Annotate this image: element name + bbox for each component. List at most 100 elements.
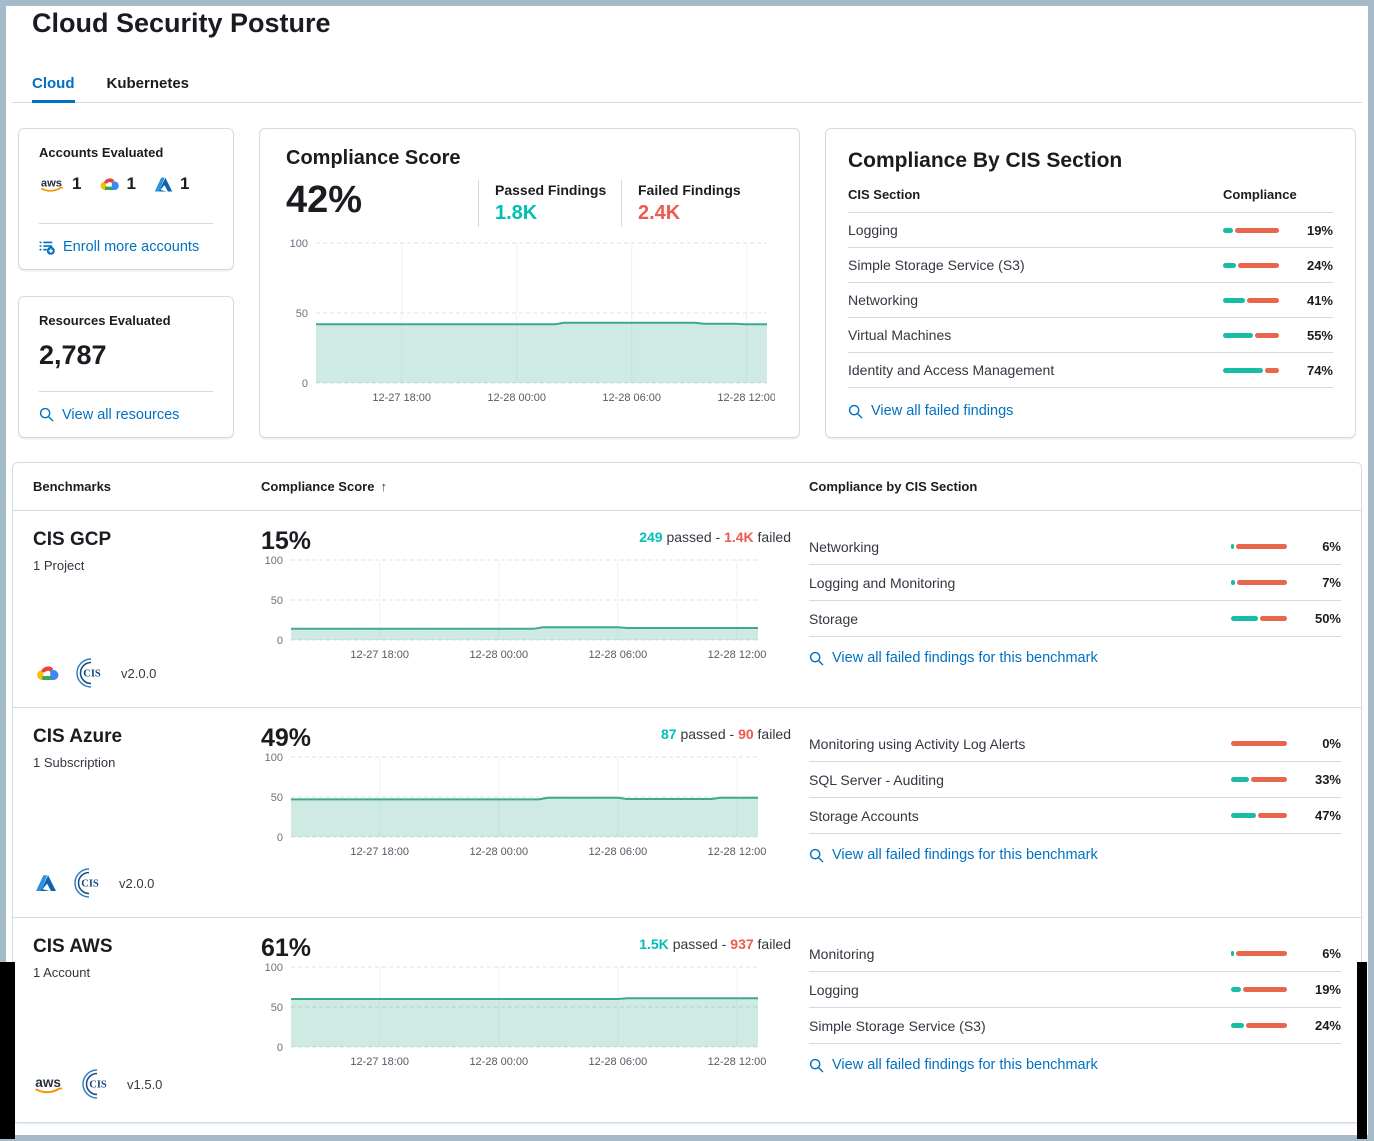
section-pct: 19%	[1297, 982, 1341, 997]
failed-findings-label: Failed Findings	[638, 182, 773, 198]
section-pct: 7%	[1297, 575, 1341, 590]
benchmark-passed-failed: 249 passed - 1.4K failed	[639, 529, 791, 545]
benchmark-row-cis-gcp: CIS GCP 1 Project CIS v2.0.0 15% 249 pas…	[13, 511, 1361, 708]
section-label: Simple Storage Service (S3)	[809, 1018, 1231, 1034]
benchmark-row-cis-aws: CIS AWS 1 Account aws CIS v1.5.0 61% 1.5…	[13, 918, 1361, 1118]
gcp-count: 1	[126, 174, 135, 194]
aws-count: 1	[72, 174, 81, 194]
benchmark-trend-chart: 05010012-27 18:0012-28 00:0012-28 06:001…	[261, 751, 766, 863]
svg-text:CIS: CIS	[89, 1080, 107, 1091]
benchmark-trend-chart: 05010012-27 18:0012-28 00:0012-28 06:001…	[261, 961, 766, 1073]
benchmark-sections-cell: Monitoring using Activity Log Alerts 0% …	[809, 726, 1341, 903]
accounts-card-footer: Enroll more accounts	[39, 223, 213, 269]
svg-text:aws: aws	[35, 1074, 61, 1089]
benchmark-passed-failed: 1.5K passed - 937 failed	[639, 936, 791, 952]
aws-account-count: aws 1	[39, 174, 81, 194]
svg-text:12-28 12:00: 12-28 12:00	[708, 649, 766, 661]
summary-left-column: Accounts Evaluated aws 1 1 1	[18, 128, 234, 438]
provider-counts: aws 1 1 1	[39, 174, 213, 194]
benchmark-link-label: View all failed findings for this benchm…	[832, 847, 1098, 863]
benchmark-logos: aws CIS v1.5.0	[33, 1068, 243, 1104]
view-failed-findings-benchmark-link[interactable]: View all failed findings for this benchm…	[809, 847, 1341, 863]
benchmark-version: v2.0.0	[119, 876, 154, 891]
benchmarks-table: Benchmarks Compliance Score↑ Compliance …	[12, 462, 1362, 1123]
passed-findings-label: Passed Findings	[495, 182, 621, 198]
section-label: SQL Server - Auditing	[809, 772, 1231, 788]
section-label: Monitoring	[809, 946, 1231, 962]
view-failed-findings-benchmark-link[interactable]: View all failed findings for this benchm…	[809, 1057, 1341, 1073]
svg-text:0: 0	[277, 832, 283, 844]
cis-row-label: Identity and Access Management	[848, 362, 1223, 378]
compliance-mini-bar	[1223, 228, 1279, 233]
cis-logo-icon: CIS	[81, 1068, 113, 1100]
app-window: Cloud Security Posture Cloud Kubernetes …	[0, 0, 1374, 1141]
cis-row-pct: 55%	[1289, 328, 1333, 343]
benchmark-info-cell: CIS Azure 1 Subscription CIS v2.0.0	[33, 726, 243, 903]
svg-text:12-28 06:00: 12-28 06:00	[589, 649, 648, 661]
search-icon	[809, 848, 824, 863]
section-pct: 47%	[1297, 808, 1341, 823]
benchmark-section-row: Networking 6%	[809, 529, 1341, 565]
enroll-link-label: Enroll more accounts	[63, 239, 199, 255]
benchmark-sections-cell: Monitoring 6% Logging 19% Simple Storage…	[809, 936, 1341, 1104]
resources-card-title: Resources Evaluated	[39, 313, 213, 328]
benchmark-scope: 1 Subscription	[33, 755, 243, 770]
tab-kubernetes[interactable]: Kubernetes	[107, 67, 190, 103]
compliance-mini-bar	[1223, 263, 1279, 268]
compliance-mini-bar	[1231, 813, 1287, 818]
enroll-accounts-icon	[39, 239, 55, 255]
section-label: Logging	[809, 982, 1231, 998]
svg-text:12-28 12:00: 12-28 12:00	[717, 392, 775, 404]
svg-text:50: 50	[271, 1002, 283, 1014]
benchmark-score-value: 61%	[261, 936, 311, 961]
cis-row-iam: Identity and Access Management 74%	[848, 353, 1333, 388]
azure-icon	[33, 872, 59, 894]
overall-score-value: 42%	[286, 180, 478, 227]
view-all-failed-findings-link[interactable]: View all failed findings	[848, 403, 1013, 419]
section-pct: 6%	[1297, 539, 1341, 554]
section-pct: 0%	[1297, 736, 1341, 751]
benchmark-score-cell: 61% 1.5K passed - 937 failed 05010012-27…	[261, 936, 791, 1104]
svg-text:CIS: CIS	[83, 669, 101, 680]
failed-findings-value: 2.4K	[638, 202, 773, 225]
svg-text:12-28 06:00: 12-28 06:00	[589, 846, 648, 858]
screen-artifact-right	[1357, 962, 1367, 1139]
section-pct: 50%	[1297, 611, 1341, 626]
svg-text:12-28 00:00: 12-28 00:00	[487, 392, 546, 404]
svg-text:12-28 06:00: 12-28 06:00	[602, 392, 661, 404]
page-title: Cloud Security Posture	[32, 8, 331, 39]
tab-cloud[interactable]: Cloud	[32, 67, 75, 103]
view-failed-findings-benchmark-link[interactable]: View all failed findings for this benchm…	[809, 650, 1341, 666]
section-label: Logging and Monitoring	[809, 575, 1231, 591]
compliance-score-card: Compliance Score 42% Passed Findings 1.8…	[259, 128, 800, 438]
resources-link-label: View all resources	[62, 407, 179, 423]
section-label: Monitoring using Activity Log Alerts	[809, 736, 1231, 752]
compliance-mini-bar	[1231, 987, 1287, 992]
tab-bar: Cloud Kubernetes	[12, 66, 1362, 103]
benchmark-section-row: Logging 19%	[809, 972, 1341, 1008]
search-icon	[809, 1058, 824, 1073]
benchmark-score-cell: 49% 87 passed - 90 failed 05010012-27 18…	[261, 726, 791, 903]
enroll-more-accounts-link[interactable]: Enroll more accounts	[39, 239, 199, 255]
benchmark-link-label: View all failed findings for this benchm…	[832, 650, 1098, 666]
svg-text:50: 50	[296, 308, 308, 320]
compliance-mini-bar	[1231, 580, 1287, 585]
cis-row-pct: 24%	[1289, 258, 1333, 273]
compliance-score-trend-chart: 05010012-27 18:0012-28 00:0012-28 06:001…	[286, 237, 775, 409]
view-all-resources-link[interactable]: View all resources	[39, 407, 179, 423]
compliance-score-column-header[interactable]: Compliance Score↑	[261, 479, 791, 494]
compliance-mini-bar	[1223, 298, 1279, 303]
benchmark-name: CIS AWS	[33, 936, 243, 958]
svg-text:100: 100	[290, 238, 308, 250]
svg-text:12-27 18:00: 12-27 18:00	[350, 846, 409, 858]
cis-card-footer: View all failed findings	[848, 388, 1333, 434]
svg-text:12-28 12:00: 12-28 12:00	[708, 1056, 766, 1068]
compliance-column-header: Compliance	[1223, 187, 1333, 202]
svg-text:12-27 18:00: 12-27 18:00	[350, 649, 409, 661]
failed-findings-link-label: View all failed findings	[871, 403, 1013, 419]
benchmark-name: CIS GCP	[33, 529, 243, 551]
cis-row-pct: 74%	[1289, 363, 1333, 378]
compliance-mini-bar	[1231, 544, 1287, 549]
compliance-by-cis-section-column-header: Compliance by CIS Section	[809, 479, 1341, 494]
benchmark-link-label: View all failed findings for this benchm…	[832, 1057, 1098, 1073]
